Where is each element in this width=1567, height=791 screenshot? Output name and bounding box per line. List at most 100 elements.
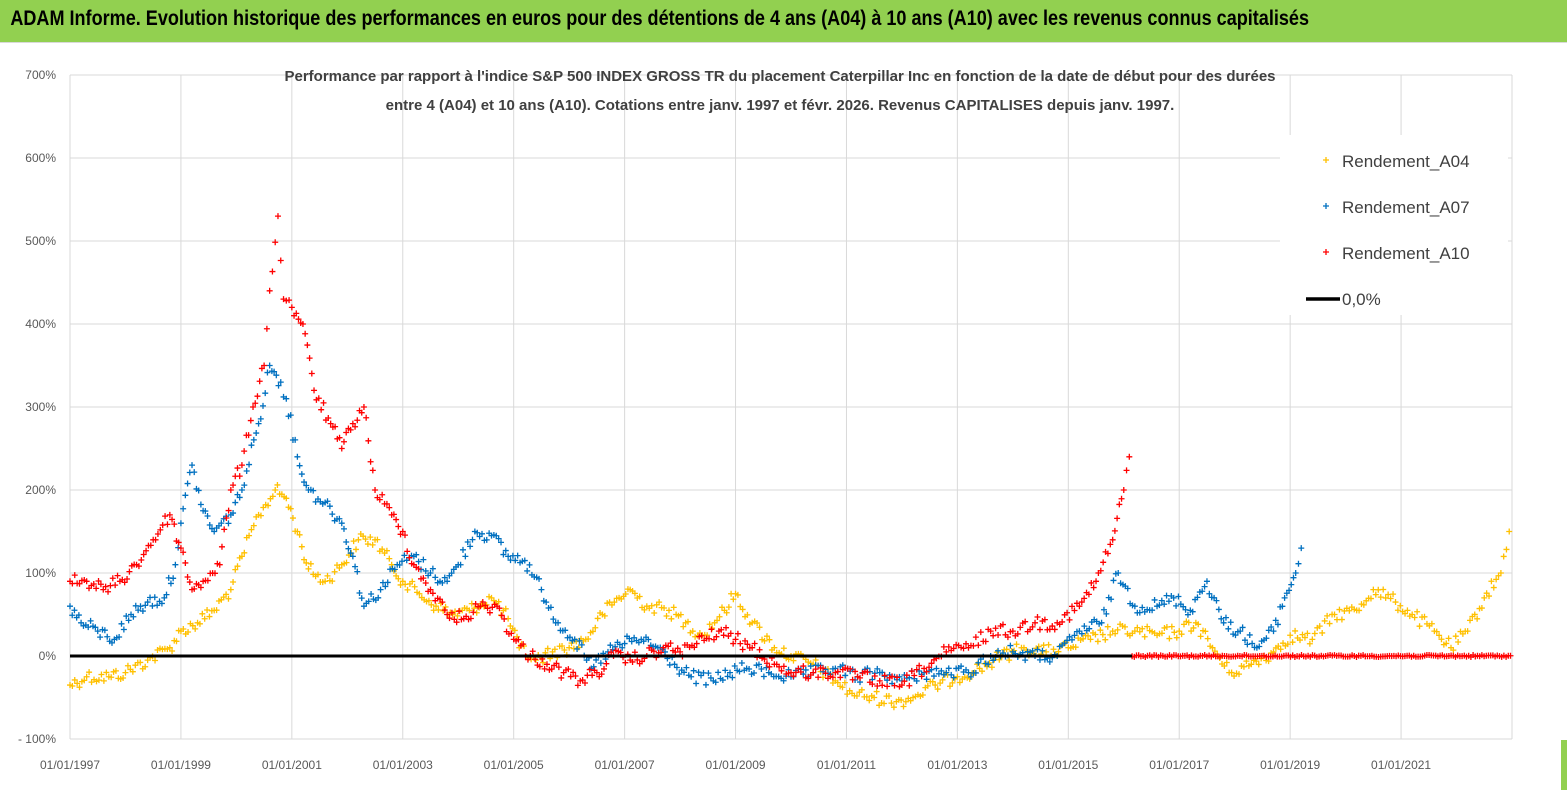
data-point <box>1166 598 1172 604</box>
y-axis-tick-labels: - 100%0%100%200%300%400%500%600%700% <box>18 68 56 746</box>
data-point <box>253 430 259 436</box>
data-point <box>1169 624 1175 630</box>
data-point <box>726 604 732 610</box>
data-point <box>995 632 1001 638</box>
data-point <box>299 471 305 477</box>
data-point <box>126 569 132 575</box>
data-point <box>329 511 335 517</box>
data-point <box>603 661 609 667</box>
data-point <box>101 678 107 684</box>
series-rendement_a04 <box>67 482 1512 710</box>
x-tick-label: 01/01/1997 <box>40 758 100 772</box>
data-point <box>703 682 709 688</box>
performance-scatter-chart: - 100%0%100%200%300%400%500%600%700% 01/… <box>0 43 1567 791</box>
data-point <box>721 632 727 638</box>
data-point <box>182 560 188 566</box>
x-tick-label: 01/01/2013 <box>927 758 987 772</box>
data-point <box>191 469 197 475</box>
data-point <box>168 580 174 586</box>
data-point <box>307 355 313 361</box>
data-point <box>395 524 401 530</box>
data-point <box>162 513 168 519</box>
title-banner: ADAM Informe. Evolution historique des p… <box>0 0 1567 42</box>
data-point <box>1312 630 1318 636</box>
data-point <box>353 546 359 552</box>
data-point <box>994 649 1000 655</box>
data-point <box>304 342 310 348</box>
data-point <box>527 562 533 568</box>
data-point <box>1205 636 1211 642</box>
data-point <box>1124 467 1130 473</box>
data-point <box>278 257 284 263</box>
data-point <box>170 575 176 581</box>
chart-title-line-1: Performance par rapport à l'indice S&P 5… <box>284 68 1275 85</box>
data-point <box>164 521 170 527</box>
data-point <box>1022 657 1028 663</box>
data-point <box>1393 599 1399 605</box>
data-point <box>884 683 890 689</box>
data-point <box>239 462 245 468</box>
data-point <box>355 537 361 543</box>
data-point <box>740 647 746 653</box>
legend-label-rendement_a07: Rendement_A07 <box>1342 198 1470 217</box>
data-point <box>1223 615 1229 621</box>
data-point <box>260 403 266 409</box>
data-point <box>1228 619 1234 625</box>
data-point <box>267 288 273 294</box>
x-tick-label: 01/01/2015 <box>1038 758 1098 772</box>
data-point <box>357 590 363 596</box>
data-point <box>269 269 275 275</box>
data-point <box>1067 617 1073 623</box>
y-tick-label: 600% <box>25 151 56 165</box>
data-point <box>404 548 410 554</box>
data-point <box>1114 515 1120 521</box>
data-point <box>248 418 254 424</box>
y-tick-label: 300% <box>25 400 56 414</box>
data-point <box>234 465 240 471</box>
data-point <box>1506 529 1512 535</box>
data-point <box>1171 629 1177 635</box>
data-point <box>178 520 184 526</box>
data-point <box>558 675 564 681</box>
data-point <box>1142 634 1148 640</box>
data-point <box>1095 638 1101 644</box>
data-point <box>311 387 317 393</box>
data-point <box>1175 594 1181 600</box>
data-point <box>1105 624 1111 630</box>
data-point <box>294 454 300 460</box>
data-point <box>1007 643 1013 649</box>
data-point <box>378 587 384 593</box>
data-point <box>1152 597 1158 603</box>
data-point <box>432 574 438 580</box>
x-tick-label: 01/01/2005 <box>484 758 544 772</box>
series-rendement_a10-flat <box>1129 652 1513 660</box>
data-point <box>1126 454 1132 460</box>
data-point <box>289 304 295 310</box>
data-point <box>121 627 127 633</box>
data-point <box>1110 577 1116 583</box>
data-point <box>318 407 324 413</box>
data-point <box>372 487 378 493</box>
data-point <box>321 400 327 406</box>
data-point <box>1380 587 1386 593</box>
legend-label-rendement_a04: Rendement_A04 <box>1342 152 1470 171</box>
x-tick-label: 01/01/2001 <box>262 758 322 772</box>
data-point <box>1298 545 1304 551</box>
data-point <box>264 326 270 332</box>
data-point <box>1336 607 1342 613</box>
data-point <box>251 437 257 443</box>
data-point <box>1417 623 1423 629</box>
data-point <box>1198 633 1204 639</box>
data-point <box>781 645 787 651</box>
x-tick-label: 01/01/1999 <box>151 758 211 772</box>
data-point <box>219 544 225 550</box>
data-point <box>122 670 128 676</box>
data-point <box>1319 630 1325 636</box>
data-point <box>668 616 674 622</box>
data-point <box>1119 496 1125 502</box>
data-point <box>343 539 349 545</box>
data-point <box>67 603 73 609</box>
chart-area: - 100%0%100%200%300%400%500%600%700% 01/… <box>0 42 1567 791</box>
data-point <box>299 544 305 550</box>
data-point <box>361 404 367 410</box>
